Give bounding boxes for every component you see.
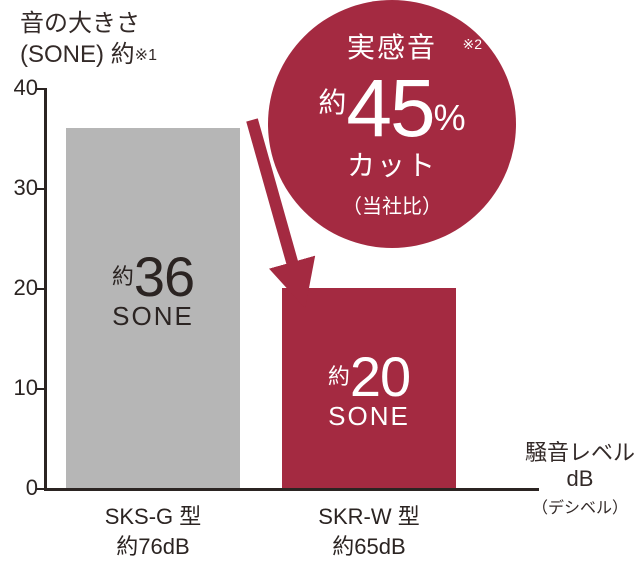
x-category-label: SKR-W 型約65dB (282, 502, 456, 561)
x-category-label: SKS-G 型約76dB (66, 502, 240, 561)
y-tick-mark (36, 88, 44, 90)
bar: 約20SONE (282, 288, 456, 488)
bar-value-label: 約20SONE (282, 348, 456, 430)
y-tick-mark (36, 488, 44, 490)
x-title-line1: 騒音レベル (525, 440, 635, 465)
sone-bar-chart: 音の大きさ (SONE) 約※1 010203040 約36SONE約20SON… (0, 0, 641, 580)
model-name: SKR-W 型 (282, 502, 456, 532)
bar-prefix: 約 (112, 265, 134, 288)
badge-number: 45 (346, 63, 433, 154)
y-axis-title: 音の大きさ (SONE) 約※1 (20, 8, 157, 70)
bar-number: 20 (350, 345, 410, 408)
y-tick-mark (36, 388, 44, 390)
bar-number: 36 (134, 245, 194, 308)
reduction-badge: 実感音 ※2 約45% カット （当社比） (268, 0, 516, 248)
badge-percent: % (434, 97, 466, 138)
x-axis-line (44, 488, 539, 491)
y-tick-label: 30 (4, 175, 38, 201)
bar: 約36SONE (66, 128, 240, 488)
y-tick-label: 20 (4, 275, 38, 301)
y-title-line2: (SONE) 約 (20, 41, 135, 68)
x-title-db: dB (567, 466, 594, 491)
model-name: SKS-G 型 (66, 502, 240, 532)
db-value: 約76dB (66, 532, 240, 562)
bar-unit: SONE (66, 303, 240, 330)
bar-prefix: 約 (328, 365, 350, 388)
y-tick-mark (36, 288, 44, 290)
badge-line3: カット (268, 144, 516, 184)
x-axis-title: 騒音レベル dB （デシベル） (520, 440, 640, 519)
bar-value-label: 約36SONE (66, 248, 240, 330)
y-axis-line (44, 88, 47, 490)
badge-prefix: 約 (318, 87, 346, 118)
badge-line4: （当社比） (268, 190, 516, 219)
db-value: 約65dB (282, 532, 456, 562)
y-tick-label: 0 (4, 475, 38, 501)
y-title-note: ※1 (135, 47, 157, 64)
y-tick-label: 10 (4, 375, 38, 401)
y-title-line1: 音の大きさ (20, 10, 140, 37)
y-tick-label: 40 (4, 75, 38, 101)
x-title-sub: （デシベル） (532, 500, 628, 517)
bar-unit: SONE (282, 403, 456, 430)
badge-note: ※2 (462, 36, 482, 53)
y-tick-mark (36, 188, 44, 190)
